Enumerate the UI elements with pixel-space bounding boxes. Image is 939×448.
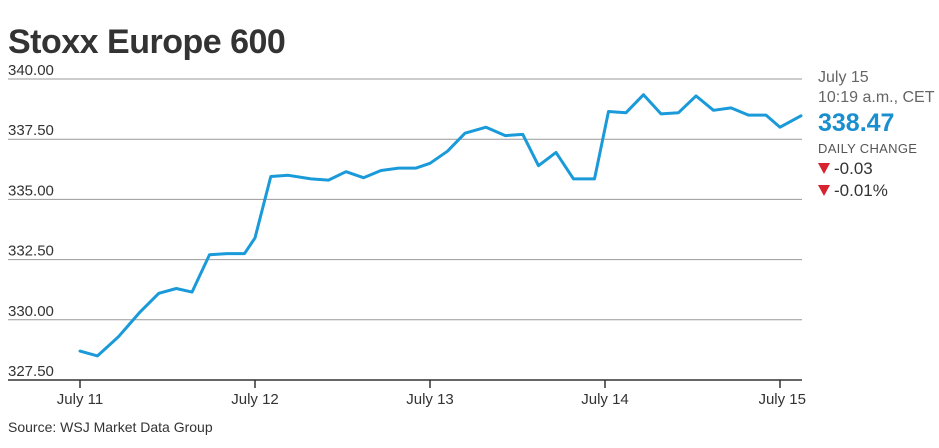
chart-title: Stoxx Europe 600 (8, 23, 286, 61)
change-percent: -0.01% (834, 181, 888, 200)
x-tick-label: July 14 (581, 391, 629, 408)
down-triangle-icon (818, 163, 830, 174)
series-group (78, 93, 803, 358)
grid-lines (8, 78, 802, 321)
x-tick-label: July 12 (231, 391, 279, 408)
down-triangle-icon (818, 185, 830, 196)
change-absolute-row: -0.03 (818, 158, 938, 180)
y-tick-label: 337.50 (8, 122, 54, 139)
y-tick-label: 327.50 (8, 363, 54, 380)
quote-time: 10:19 a.m., CET (818, 89, 935, 106)
x-axis: July 11 July 12 July 13 July 14 July 15 (8, 379, 806, 408)
source-note: Source: WSJ Market Data Group (8, 419, 213, 435)
x-tick-label: July 11 (57, 391, 103, 408)
change-percent-row: -0.01% (818, 180, 938, 202)
quote-panel: July 15 10:19 a.m., CET 338.47 DAILY CHA… (818, 68, 938, 202)
change-absolute: -0.03 (834, 159, 873, 178)
daily-change-label: DAILY CHANGE (818, 141, 918, 156)
x-tick-label: July 15 (758, 391, 806, 408)
y-tick-label: 332.50 (8, 243, 54, 260)
y-tick-label: 335.00 (8, 182, 54, 199)
y-tick-label: 340.00 (8, 62, 54, 79)
y-tick-label: 330.00 (8, 303, 54, 320)
series-line (78, 93, 803, 358)
quote-value: 338.47 (818, 109, 895, 137)
y-tick-labels: 340.00 337.50 335.00 332.50 330.00 327.50 (8, 62, 54, 380)
quote-date: July 15 (818, 69, 869, 86)
x-tick-label: July 13 (406, 391, 454, 408)
